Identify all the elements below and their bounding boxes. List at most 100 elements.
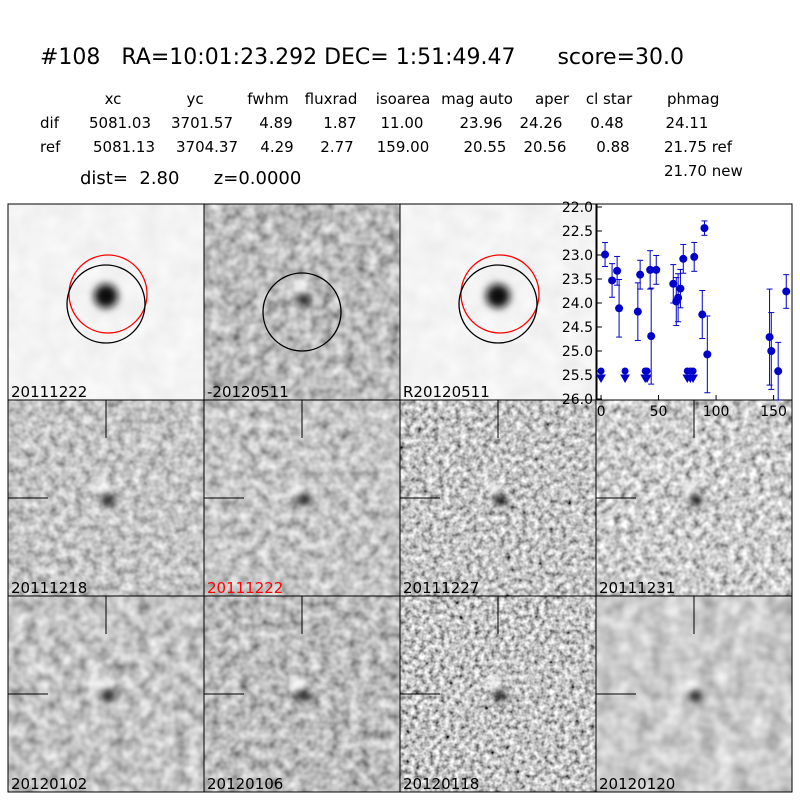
point [613,266,622,275]
plot-area [596,203,793,401]
dipole-dark [493,495,507,505]
table-cell: 11.00 [381,114,424,132]
stamp-label: -20120511 [207,383,289,401]
point [690,252,699,261]
table-cell: 159.00 [377,138,430,156]
table-cell: 0.48 [590,114,623,132]
point [669,279,678,288]
y-tick-label: 26.0 [562,392,593,408]
table-cell: 1.87 [323,114,356,132]
point [765,333,774,342]
title: #108 RA=10:01:23.292 DEC= 1:51:49.47 sco… [40,45,684,70]
point [698,310,707,319]
aperture [458,264,538,344]
dipole-bright [487,678,501,690]
point [774,367,783,376]
point [700,224,709,233]
stamp-label: 20111231 [599,579,675,597]
dipole-dark [689,495,703,505]
table-cell: 24.11 [666,114,709,132]
upper-limit-dot [643,367,651,375]
point [615,304,624,313]
y-tick-label: 25.0 [562,344,593,360]
aperture [66,264,146,344]
upper-limit [642,374,652,384]
row-label: ref [40,138,61,156]
dipole-bright [95,678,109,690]
table-cell: 3704.37 [176,138,238,156]
point [676,284,685,293]
column-header: mag auto [441,90,513,108]
table: xc yc fwhm fluxrad isoarea mag auto aper cl sta… [40,90,733,156]
source [94,284,118,308]
table-cell: 21.75 ref [664,138,733,156]
dipole-dark [101,495,115,505]
dipole-bright [291,282,305,294]
dipole-bright [291,678,305,690]
upper-limit-dot [621,367,629,375]
stamp-label: 20120120 [599,775,675,793]
stamp-frame [595,595,793,793]
dipole-dark [493,691,507,701]
dipole-dark [297,495,311,505]
stamp-label: 20120106 [207,775,283,793]
y-tick-label: 22.0 [562,200,593,216]
column-header: fwhm [247,90,288,108]
table-cell: 5081.03 [89,114,151,132]
stamp-label: 20120102 [11,775,87,793]
column-header: cl star [586,90,633,108]
aperture [262,272,342,352]
point [647,332,656,341]
ref-aperture [68,254,148,334]
stamp-label: 20111227 [403,579,479,597]
column-header: fluxrad [305,90,358,108]
column-header: isoarea [376,90,431,108]
stamp-label: 20111222 [207,579,283,597]
upper-limit-dot [689,367,697,375]
point [608,276,617,285]
table-cell: 5081.13 [93,138,155,156]
point [652,265,661,274]
dipole-dark [297,295,311,305]
table-cell: 0.88 [596,138,629,156]
table-cell: 2.77 [320,138,353,156]
light-curve: 22.0 22.5 23.0 23.5 24.0 24.5 25.0 25.5 26.00 50 1… [562,200,793,420]
stamp-label: 20111222 [11,383,87,401]
table-cell: 20.56 [524,138,567,156]
y-tick-label: 24.5 [562,320,593,336]
stamp-label: 20120118 [403,775,479,793]
y-tick-label: 23.5 [562,272,593,288]
point [679,254,688,263]
dipole-dark [297,691,311,701]
stamp-label: R20120511 [403,383,490,401]
dipole-bright [683,678,697,690]
y-tick-label: 24.0 [562,296,593,312]
point [703,350,712,359]
column-header: yc [186,90,203,108]
point [601,250,610,259]
table-cell: 24.26 [520,114,563,132]
ref-aperture [460,254,540,334]
upper-limit-dot [597,367,605,375]
point [633,307,642,316]
phmag-new: 21.70 new [664,162,743,180]
dipole-bright [487,482,501,494]
y-tick-label: 22.5 [562,224,593,240]
x-tick-label: 50 [650,404,668,420]
x-tick-label: 0 [597,404,606,420]
table-cell: 20.55 [464,138,507,156]
stamps: 20111222 -20120511 R20120511 20111218 201112… [7,203,793,793]
dipole-dark [689,691,703,701]
table-cell: 4.29 [260,138,293,156]
y-tick-label: 25.5 [562,368,593,384]
dipole-bright [291,482,305,494]
column-header: phmag [667,90,719,108]
point [646,265,655,274]
dipole-dark [101,691,115,701]
column-header: xc [105,90,122,108]
table-cell: 23.96 [460,114,503,132]
stamp-label: 20111218 [11,579,87,597]
column-header: aper [535,90,570,108]
table-cell: 4.89 [259,114,292,132]
